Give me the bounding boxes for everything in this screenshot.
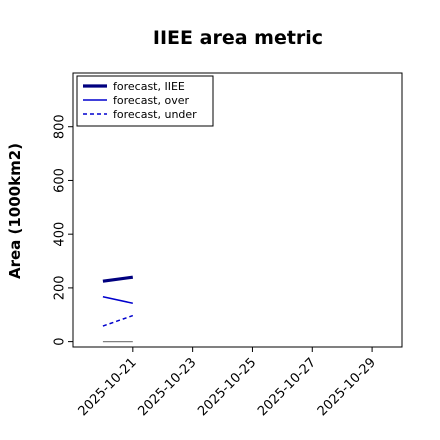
series-layer bbox=[102, 275, 134, 343]
series-line-0 bbox=[102, 275, 134, 283]
legend-box bbox=[76, 75, 214, 127]
x-tick-label: 2025-10-21 bbox=[76, 355, 140, 419]
y-axis-label: Area (1000km2) bbox=[6, 143, 24, 279]
series-line-2 bbox=[102, 314, 134, 327]
y-tick-label: 200 bbox=[53, 275, 68, 300]
x-tick-label: 2025-10-25 bbox=[195, 355, 259, 419]
legend-label: forecast, over bbox=[113, 94, 189, 107]
y-axis: 0 200 400 600 800 bbox=[53, 114, 73, 346]
legend-label: forecast, under bbox=[113, 108, 197, 121]
x-axis: 2025-10-212025-10-232025-10-252025-10-27… bbox=[76, 347, 379, 419]
series-line-1 bbox=[102, 296, 133, 304]
y-tick-label: 400 bbox=[53, 222, 68, 247]
x-tick-label: 2025-10-23 bbox=[135, 355, 199, 419]
x-tick-label: 2025-10-29 bbox=[315, 355, 379, 419]
legend-label: forecast, IIEE bbox=[113, 80, 185, 93]
x-tick-label: 2025-10-27 bbox=[255, 355, 319, 419]
y-tick-label: 0 bbox=[53, 337, 68, 345]
chart-title: IIEE area metric bbox=[153, 27, 323, 49]
y-tick-label: 800 bbox=[53, 114, 68, 139]
y-tick-label: 600 bbox=[53, 168, 68, 193]
plot-area bbox=[72, 72, 403, 348]
